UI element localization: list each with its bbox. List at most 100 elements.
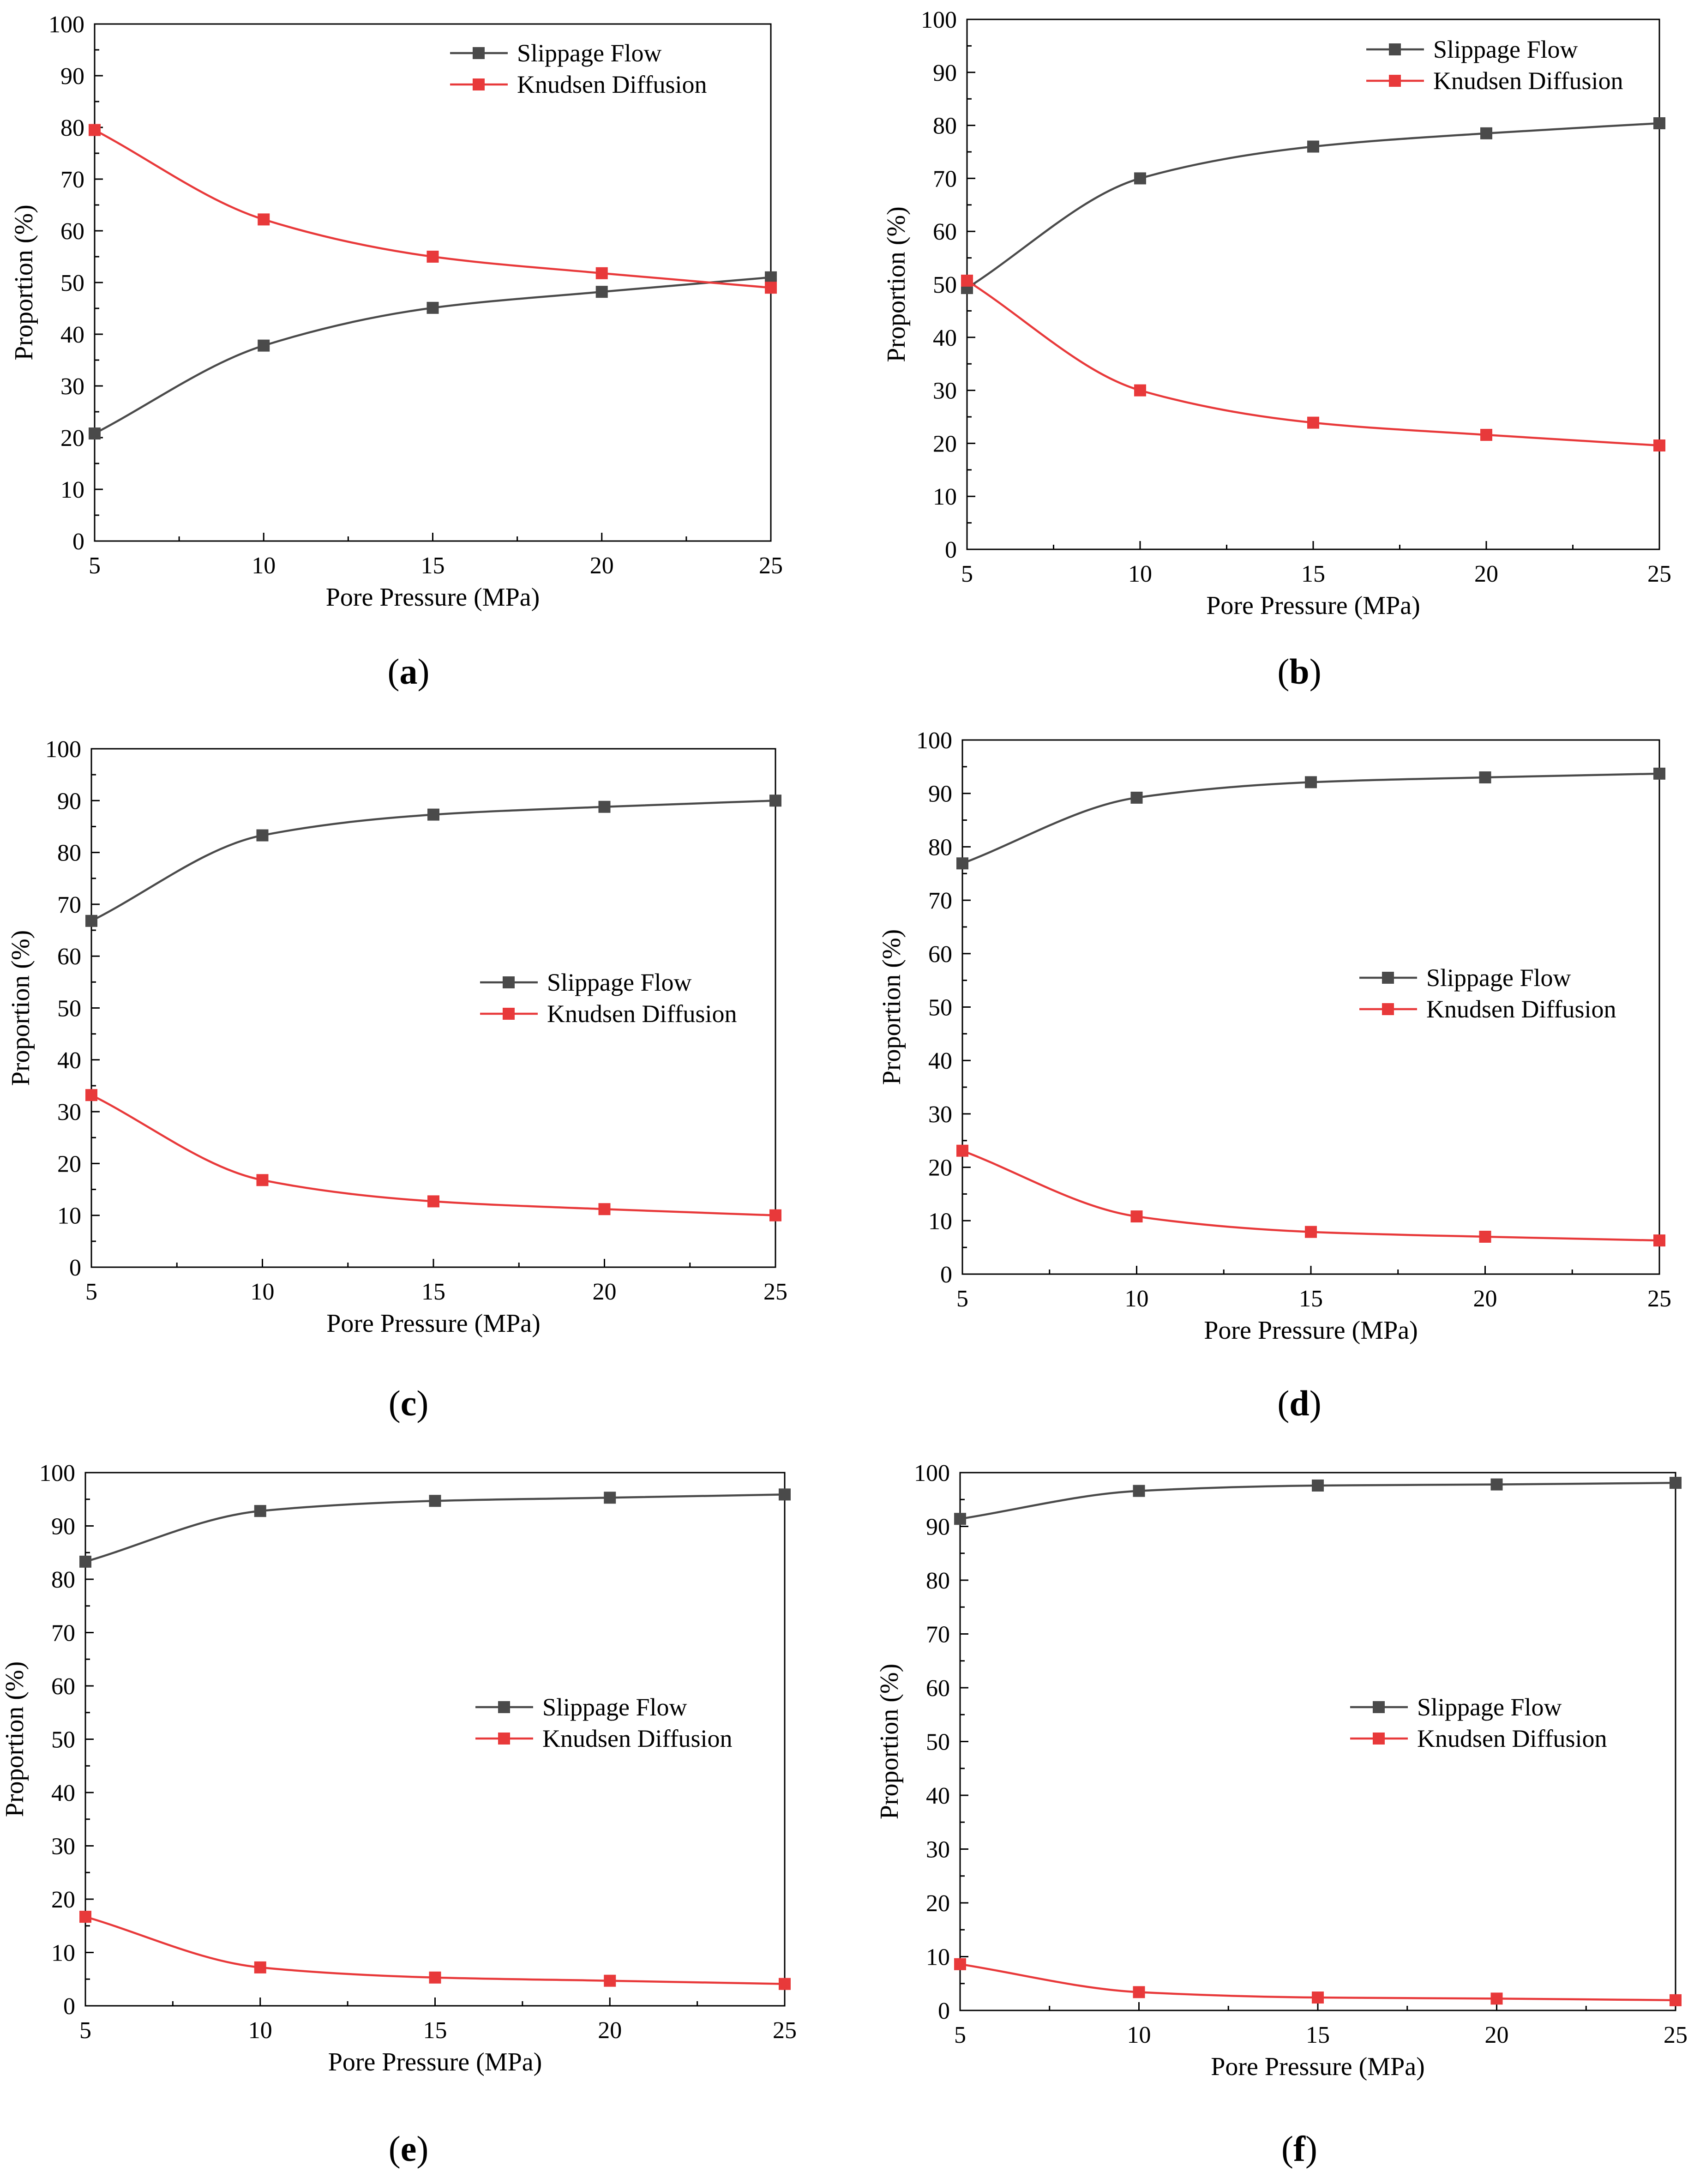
data-point-knudsen-diffusion-e (604, 1974, 616, 1987)
legend-label: Slippage Flow (1426, 964, 1571, 992)
y-tick-label-f: 100 (914, 1460, 950, 1486)
x-tick-label-c: 15 (421, 1279, 445, 1305)
x-tick-label-a: 15 (421, 553, 445, 579)
data-point-slippage-flow-e (604, 1492, 616, 1504)
data-point-slippage-flow-a (258, 339, 270, 352)
x-tick-label-f: 25 (1664, 2022, 1688, 2048)
x-tick-label-e: 25 (773, 2017, 797, 2044)
chart-c: 0 10 20 30 40 50 60 70 80 90 100 5 10 15 20 25 Pore Pres… (6, 736, 787, 1338)
y-tick-label-c: 90 (57, 788, 81, 814)
y-tick-label-e: 90 (51, 1514, 75, 1540)
data-point-slippage-flow-c (256, 829, 269, 842)
data-point-knudsen-diffusion-a (595, 267, 608, 279)
data-point-knudsen-diffusion-d (1653, 1234, 1665, 1247)
data-point-knudsen-diffusion-c (256, 1174, 269, 1186)
legend-entry-knudsen-diffusion-b: Knudsen Diffusion (1366, 67, 1623, 95)
data-point-slippage-flow-b (1653, 117, 1665, 130)
y-tick-label-b: 40 (933, 325, 957, 351)
y-tick-label-c: 60 (57, 944, 81, 970)
x-tick-label-b: 25 (1647, 561, 1671, 587)
caption-b: (b) (1277, 651, 1322, 692)
legend-marker (1373, 1701, 1385, 1713)
y-tick-label-e: 10 (51, 1940, 75, 1967)
data-point-knudsen-diffusion-a (427, 251, 439, 263)
legend-label: Knudsen Diffusion (1426, 995, 1616, 1023)
x-axis-label-b: Pore Pressure (MPa) (1206, 591, 1420, 620)
data-point-knudsen-diffusion-a (765, 282, 777, 294)
data-point-slippage-flow-c (769, 794, 781, 807)
y-tick-label-d: 10 (928, 1208, 952, 1234)
legend-entry-slippage-flow-d: Slippage Flow (1359, 964, 1571, 992)
x-tick-label-e: 10 (248, 2017, 272, 2044)
data-point-slippage-flow-e (254, 1505, 266, 1517)
y-tick-label-c: 10 (57, 1203, 81, 1229)
legend-label: Knudsen Diffusion (517, 71, 707, 98)
data-point-slippage-flow-a (89, 427, 101, 440)
data-point-knudsen-diffusion-e (429, 1971, 441, 1984)
data-point-slippage-flow-f (1670, 1477, 1682, 1489)
chart-b: 0 10 20 30 40 50 60 70 80 90 100 5 10 15 20 25 Pore Pres… (882, 7, 1671, 620)
legend-marker (1382, 972, 1394, 984)
data-point-knudsen-diffusion-d (1130, 1210, 1143, 1223)
legend-entry-slippage-flow-f: Slippage Flow (1350, 1693, 1562, 1721)
x-tick-label-a: 25 (759, 553, 783, 579)
caption-e: (e) (388, 2129, 429, 2169)
caption-a: (a) (387, 651, 430, 692)
y-tick-label-d: 40 (928, 1048, 952, 1074)
caption-f: (f) (1281, 2129, 1317, 2169)
y-tick-label-e: 40 (51, 1780, 75, 1806)
legend-marker (1373, 1733, 1385, 1745)
y-tick-label-f: 40 (926, 1783, 950, 1809)
x-tick-label-a: 5 (89, 553, 101, 579)
y-tick-label-e: 60 (51, 1673, 75, 1700)
legend-entry-knudsen-diffusion-c: Knudsen Diffusion (480, 1000, 737, 1028)
y-axis-label-f: Proportion (%) (875, 1664, 904, 1820)
legend-marker (473, 47, 485, 59)
legend-marker (503, 976, 515, 988)
y-tick-label-a: 70 (60, 167, 84, 193)
y-tick-label-d: 70 (928, 888, 952, 914)
data-point-knudsen-diffusion-f (954, 1958, 966, 1970)
legend-label: Slippage Flow (517, 39, 662, 67)
x-tick-label-a: 10 (252, 553, 276, 579)
y-tick-label-b: 20 (933, 431, 957, 457)
y-tick-label-c: 80 (57, 840, 81, 866)
legend-entry-knudsen-diffusion-f: Knudsen Diffusion (1350, 1725, 1607, 1752)
x-tick-label-c: 20 (593, 1279, 617, 1305)
y-tick-label-a: 60 (60, 218, 84, 245)
y-tick-label-a: 0 (72, 529, 84, 555)
data-point-knudsen-diffusion-c (427, 1195, 439, 1208)
data-point-slippage-flow-b (1480, 127, 1492, 139)
legend-marker (473, 78, 485, 90)
y-tick-label-f: 30 (926, 1837, 950, 1863)
data-point-knudsen-diffusion-e (254, 1961, 266, 1973)
x-tick-label-b: 15 (1301, 561, 1325, 587)
series-line-slippage-flow-a (94, 276, 771, 435)
x-tick-label-e: 20 (598, 2017, 622, 2044)
data-point-knudsen-diffusion-a (89, 124, 101, 136)
y-tick-label-a: 10 (60, 477, 84, 503)
data-point-slippage-flow-f (1133, 1485, 1145, 1497)
data-point-knudsen-diffusion-e (779, 1978, 791, 1990)
chart-f: 0 10 20 30 40 50 60 70 80 90 100 5 10 15 20 25 Pore Pres… (875, 1460, 1688, 2081)
y-tick-label-d: 0 (940, 1262, 952, 1288)
data-point-knudsen-diffusion-c (769, 1209, 781, 1221)
x-tick-label-c: 25 (763, 1279, 787, 1305)
x-tick-label-f: 10 (1127, 2022, 1151, 2048)
x-axis-label-a: Pore Pressure (MPa) (326, 583, 540, 612)
y-tick-label-c: 40 (57, 1047, 81, 1074)
x-tick-label-c: 5 (85, 1279, 97, 1305)
legend-marker (498, 1701, 510, 1713)
y-tick-label-e: 30 (51, 1834, 75, 1860)
legend-label: Knudsen Diffusion (1417, 1725, 1607, 1752)
y-tick-label-d: 80 (928, 834, 952, 860)
y-tick-label-b: 10 (933, 484, 957, 510)
y-tick-label-c: 50 (57, 996, 81, 1022)
x-tick-label-f: 15 (1306, 2022, 1330, 2048)
data-point-slippage-flow-a (765, 271, 777, 283)
data-point-knudsen-diffusion-d (1479, 1231, 1491, 1243)
legend-entry-knudsen-diffusion-a: Knudsen Diffusion (450, 71, 707, 98)
data-point-knudsen-diffusion-f (1312, 1991, 1324, 2004)
data-point-slippage-flow-a (427, 301, 439, 314)
x-tick-label-d: 20 (1473, 1286, 1497, 1312)
